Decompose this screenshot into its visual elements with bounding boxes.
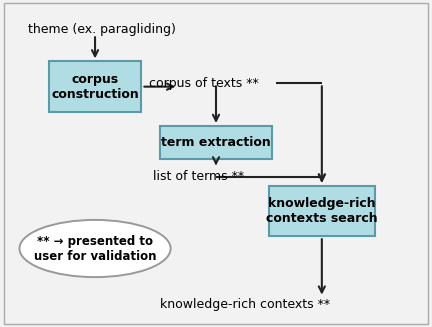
FancyBboxPatch shape — [160, 126, 272, 159]
Text: list of terms **: list of terms ** — [153, 170, 245, 183]
Ellipse shape — [19, 220, 171, 277]
Text: knowledge-rich
contexts search: knowledge-rich contexts search — [266, 197, 378, 225]
Text: ** → presented to
user for validation: ** → presented to user for validation — [34, 234, 156, 263]
Text: term extraction: term extraction — [161, 136, 271, 149]
Text: corpus
construction: corpus construction — [51, 73, 139, 101]
FancyBboxPatch shape — [269, 185, 375, 236]
Text: theme (ex. paragliding): theme (ex. paragliding) — [28, 23, 176, 36]
Text: knowledge-rich contexts **: knowledge-rich contexts ** — [160, 298, 330, 311]
FancyBboxPatch shape — [48, 61, 142, 112]
Text: corpus of texts **: corpus of texts ** — [149, 77, 259, 90]
